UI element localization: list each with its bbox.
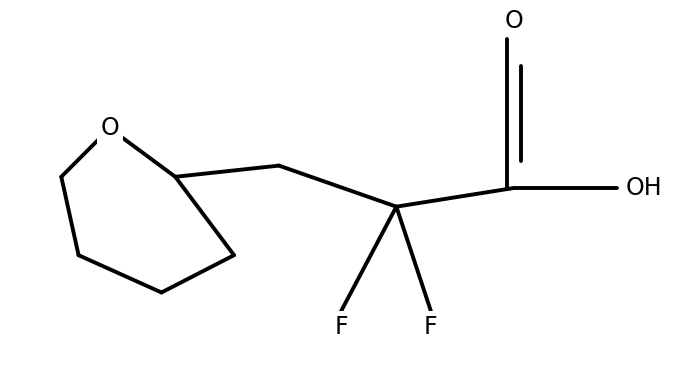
Text: O: O — [505, 9, 523, 33]
Text: O: O — [100, 116, 119, 140]
Text: F: F — [424, 315, 438, 339]
Text: F: F — [334, 315, 348, 339]
Text: OH: OH — [626, 176, 663, 200]
